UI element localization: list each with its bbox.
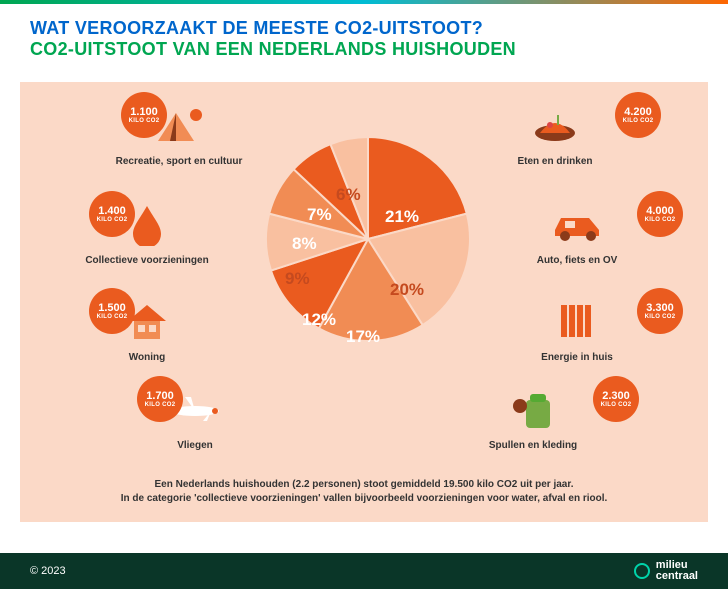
category: 1.500KILO CO2 Woning — [82, 294, 212, 363]
badge-unit: KILO CO2 — [623, 118, 654, 124]
badge-value: 3.300 — [646, 303, 674, 314]
co2-badge: 1.700KILO CO2 — [137, 376, 183, 422]
category-label: Recreatie, sport en cultuur — [116, 156, 243, 167]
pie-slice-label: 7% — [307, 205, 332, 225]
badge-value: 1.100 — [130, 107, 158, 118]
logo-circle-icon — [634, 563, 650, 579]
food-icon — [524, 98, 586, 152]
pie-slice-label: 8% — [292, 234, 317, 254]
badge-value: 1.500 — [98, 303, 126, 314]
category-label: Energie in huis — [541, 352, 613, 363]
badge-value: 2.300 — [602, 391, 630, 402]
desc-line-2: In de categorie 'collectieve voorziening… — [20, 492, 708, 506]
co2-badge: 4.200KILO CO2 — [615, 92, 661, 138]
car-icon — [546, 197, 608, 251]
badge-unit: KILO CO2 — [645, 314, 676, 320]
title-question: WAT VEROORZAAKT DE MEESTE CO2-UITSTOOT? — [30, 18, 698, 39]
pie-slice-label: 21% — [385, 207, 419, 227]
category: 1.700KILO CO2 Vliegen — [130, 382, 260, 451]
category: 2.300KILO CO2Spullen en kleding — [468, 382, 598, 451]
logo-text: milieu centraal — [656, 560, 698, 582]
bag-icon — [502, 382, 564, 436]
category-label: Woning — [129, 352, 165, 363]
co2-badge: 1.500KILO CO2 — [89, 288, 135, 334]
pie-slice-label: 12% — [302, 310, 336, 330]
category: 1.400KILO CO2 Collectieve voorzieningen — [82, 197, 212, 266]
description: Een Nederlands huishouden (2.2 personen)… — [20, 478, 708, 506]
category: 4.000KILO CO2Auto, fiets en OV — [512, 197, 642, 266]
badge-value: 4.000 — [646, 206, 674, 217]
copyright: © 2023 — [30, 565, 66, 577]
title-block: WAT VEROORZAAKT DE MEESTE CO2-UITSTOOT? … — [0, 4, 728, 68]
co2-badge: 3.300KILO CO2 — [637, 288, 683, 334]
category-label: Auto, fiets en OV — [537, 255, 618, 266]
category: 1.100KILO CO2 Recreatie, sport en cultuur — [114, 98, 244, 167]
badge-unit: KILO CO2 — [97, 217, 128, 223]
badge-unit: KILO CO2 — [645, 217, 676, 223]
badge-value: 1.700 — [146, 391, 174, 402]
badge-unit: KILO CO2 — [145, 402, 176, 408]
radiator-icon — [546, 294, 608, 348]
co2-badge: 1.100KILO CO2 — [121, 92, 167, 138]
badge-value: 1.400 — [98, 206, 126, 217]
pie-slice-label: 20% — [390, 280, 424, 300]
category-label: Eten en drinken — [517, 156, 592, 167]
badge-unit: KILO CO2 — [129, 118, 160, 124]
badge-unit: KILO CO2 — [601, 402, 632, 408]
footer: © 2023 milieu centraal — [0, 553, 728, 589]
infographic-canvas: 21%20%17%12%9%8%7%6% 4.200KILO CO2Eten e… — [20, 82, 708, 522]
category-label: Vliegen — [177, 440, 213, 451]
pie-slice-label: 6% — [336, 185, 361, 205]
co2-badge: 4.000KILO CO2 — [637, 191, 683, 237]
category: 3.300KILO CO2Energie in huis — [512, 294, 642, 363]
title-subtitle: CO2-UITSTOOT VAN EEN NEDERLANDS HUISHOUD… — [30, 39, 698, 60]
logo: milieu centraal — [634, 560, 698, 582]
category-label: Spullen en kleding — [489, 440, 577, 451]
pie-slice-label: 9% — [285, 269, 310, 289]
co2-badge: 2.300KILO CO2 — [593, 376, 639, 422]
pie-slice-label: 17% — [346, 327, 380, 347]
co2-badge: 1.400KILO CO2 — [89, 191, 135, 237]
category: 4.200KILO CO2Eten en drinken — [490, 98, 620, 167]
category-label: Collectieve voorzieningen — [85, 255, 208, 266]
badge-unit: KILO CO2 — [97, 314, 128, 320]
badge-value: 4.200 — [624, 107, 652, 118]
desc-line-1: Een Nederlands huishouden (2.2 personen)… — [20, 478, 708, 492]
